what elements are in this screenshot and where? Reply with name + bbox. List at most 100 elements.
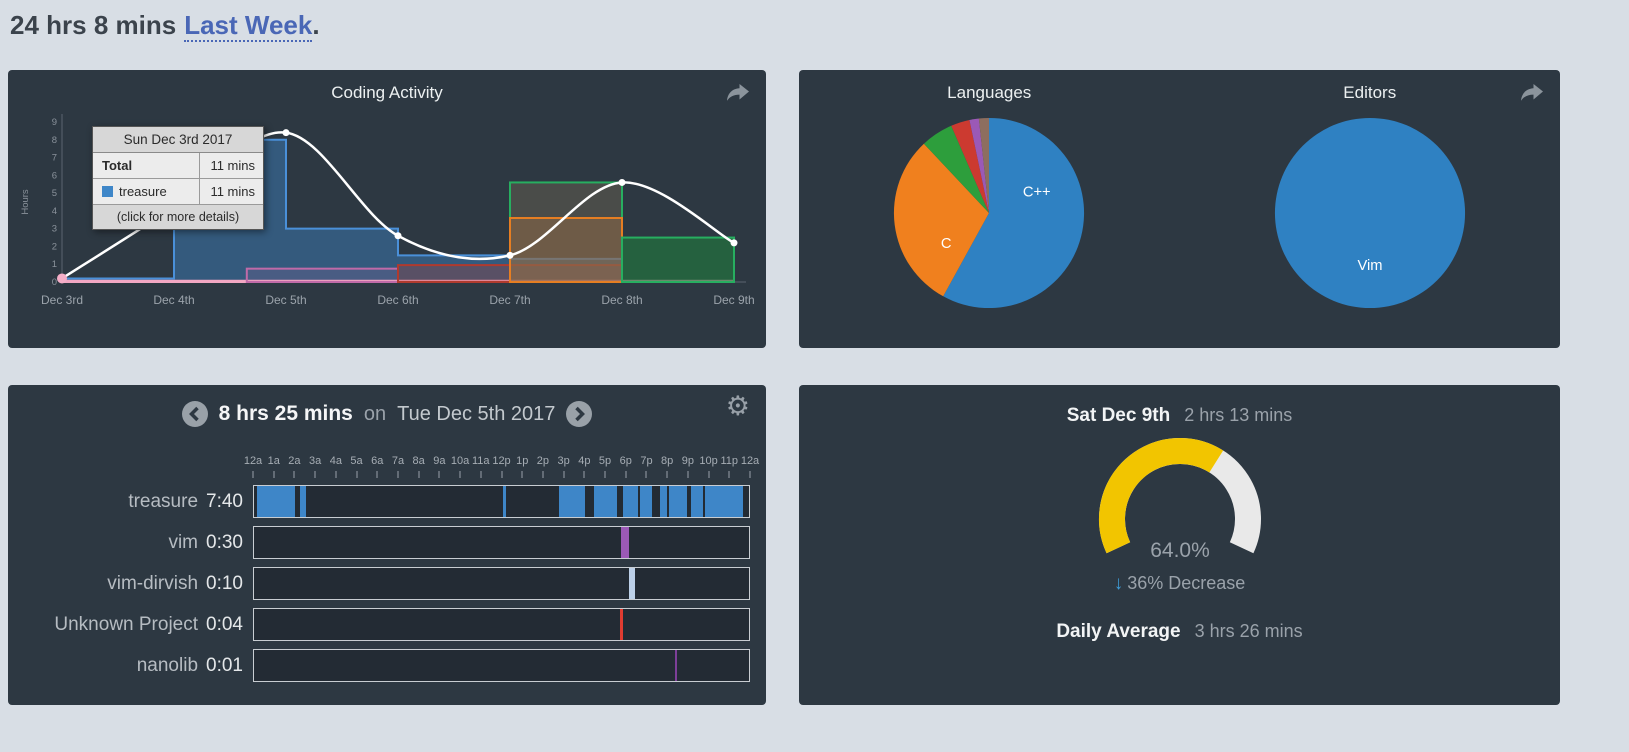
- hour-label: 2p: [536, 455, 550, 467]
- hour-tick: [749, 471, 751, 478]
- timeline-row: nanolib 0:01: [8, 649, 766, 682]
- share-icon[interactable]: [1520, 84, 1544, 107]
- svg-text:Dec 5th: Dec 5th: [265, 293, 306, 307]
- hour-label: 8a: [412, 455, 425, 467]
- hour-tick: [438, 471, 440, 478]
- activity-segment[interactable]: [300, 486, 306, 517]
- svg-text:5: 5: [52, 188, 57, 199]
- editors-pie-chart[interactable]: Vim: [1272, 115, 1468, 311]
- gauge-date: Sat Dec 9th: [1066, 405, 1171, 426]
- hour-label: 7a: [391, 455, 405, 467]
- svg-text:Dec 9th: Dec 9th: [713, 293, 754, 307]
- hour-label: 10a: [450, 455, 470, 467]
- project-name: nanolib: [136, 655, 199, 676]
- hour-tick: [645, 471, 647, 478]
- hour-label: 3a: [309, 455, 322, 467]
- activity-segment[interactable]: [704, 486, 743, 517]
- project-track[interactable]: [253, 526, 750, 559]
- hour-tick: [459, 471, 461, 478]
- svg-text:C++: C++: [1023, 185, 1051, 201]
- project-track[interactable]: [253, 608, 750, 641]
- hour-label: 11a: [472, 455, 490, 467]
- hour-tick: [480, 471, 482, 478]
- svg-text:1: 1: [52, 259, 57, 270]
- activity-segment[interactable]: [629, 568, 635, 599]
- hour-tick: [563, 471, 565, 478]
- languages-pie-chart[interactable]: C++ C: [891, 115, 1087, 311]
- svg-text:Dec 6th: Dec 6th: [377, 293, 418, 307]
- activity-segment[interactable]: [620, 609, 624, 640]
- activity-segment[interactable]: [660, 486, 667, 517]
- last-week-link[interactable]: Last Week: [184, 10, 313, 42]
- hour-label: 1p: [516, 455, 529, 467]
- activity-segment[interactable]: [594, 486, 617, 517]
- activity-segment[interactable]: [639, 486, 653, 517]
- settings-gear-icon[interactable]: ⚙: [725, 391, 750, 421]
- hour-label: 11p: [720, 455, 739, 467]
- prev-day-button[interactable]: [181, 401, 208, 427]
- svg-text:Hours: Hours: [20, 189, 31, 215]
- activity-segment[interactable]: [621, 527, 630, 558]
- hour-label: 1a: [267, 455, 280, 467]
- hour-label: 6a: [371, 455, 384, 467]
- project-label: nanolib 0:01: [8, 649, 253, 682]
- change-indicator: ↓ 36% Decrease: [799, 573, 1560, 595]
- activity-segment[interactable]: [668, 486, 688, 517]
- project-track[interactable]: [253, 649, 750, 682]
- activity-segment[interactable]: [257, 486, 296, 517]
- hour-tick: [501, 471, 502, 478]
- daily-summary-panel: Sat Dec 9th 2 hrs 13 mins 64.0% ↓ 36% Dec…: [799, 385, 1560, 705]
- next-day-button[interactable]: [566, 401, 593, 427]
- hour-tick: [418, 471, 420, 478]
- svg-text:Dec 4th: Dec 4th: [153, 293, 194, 307]
- svg-text:3: 3: [52, 224, 57, 235]
- hour-tick: [521, 471, 523, 478]
- gauge-chart: 64.0%: [1098, 438, 1261, 562]
- timeline-ticks: [252, 471, 751, 478]
- tooltip-total-value: 11 mins: [199, 153, 263, 178]
- tooltip-total-label: Total: [102, 158, 133, 173]
- svg-text:8: 8: [52, 135, 57, 146]
- project-label: vim 0:30: [8, 526, 253, 559]
- project-label: Unknown Project 0:04: [8, 608, 253, 641]
- hour-tick: [728, 471, 730, 478]
- project-time: 0:04: [206, 614, 243, 635]
- languages-title: Languages: [947, 83, 1032, 102]
- svg-text:7: 7: [52, 153, 57, 164]
- timeline-row: vim-dirvish 0:10: [8, 567, 766, 600]
- project-name: Unknown Project: [54, 614, 199, 635]
- project-track[interactable]: [253, 567, 750, 600]
- coding-activity-panel: Coding Activity 0 1 2 3 4 5 6 7 8 9 Hours Dec 3rd De…: [8, 70, 766, 348]
- languages-editors-panel: Languages C++ C Editors Vim: [799, 70, 1560, 348]
- hour-tick: [376, 471, 378, 478]
- activity-segment[interactable]: [502, 486, 506, 517]
- svg-text:9: 9: [52, 117, 57, 128]
- hour-label: 4p: [578, 455, 591, 467]
- activity-segment[interactable]: [559, 486, 586, 517]
- hour-tick: [293, 471, 295, 478]
- header-suffix: .: [312, 10, 320, 40]
- tooltip-footer: (click for more details): [93, 205, 263, 229]
- hour-label: 7p: [640, 455, 653, 467]
- project-label: treasure 7:40: [8, 485, 253, 518]
- activity-segment[interactable]: [623, 486, 638, 517]
- editors-title: Editors: [1343, 83, 1397, 102]
- hour-label: 5p: [598, 455, 612, 467]
- hour-tick: [356, 471, 358, 478]
- gauge-header: Sat Dec 9th 2 hrs 13 mins: [799, 385, 1560, 427]
- timeline-header: 8 hrs 25 mins on Tue Dec 5th 2017: [8, 385, 766, 427]
- project-name: vim-dirvish: [107, 573, 199, 594]
- hour-label: 9p: [681, 455, 694, 467]
- daily-average-label: Daily Average: [1056, 621, 1181, 642]
- timeline-row: Unknown Project 0:04: [8, 608, 766, 641]
- project-time: 7:40: [206, 491, 243, 512]
- activity-segment[interactable]: [691, 486, 703, 517]
- activity-segment[interactable]: [675, 650, 678, 681]
- hour-label: 6p: [619, 455, 632, 467]
- hour-label: 12a: [740, 455, 760, 467]
- share-icon[interactable]: [726, 84, 750, 107]
- hour-tick: [273, 471, 275, 478]
- project-track[interactable]: [253, 485, 750, 518]
- hour-label: 2a: [288, 455, 301, 467]
- svg-text:64.0%: 64.0%: [1150, 539, 1210, 562]
